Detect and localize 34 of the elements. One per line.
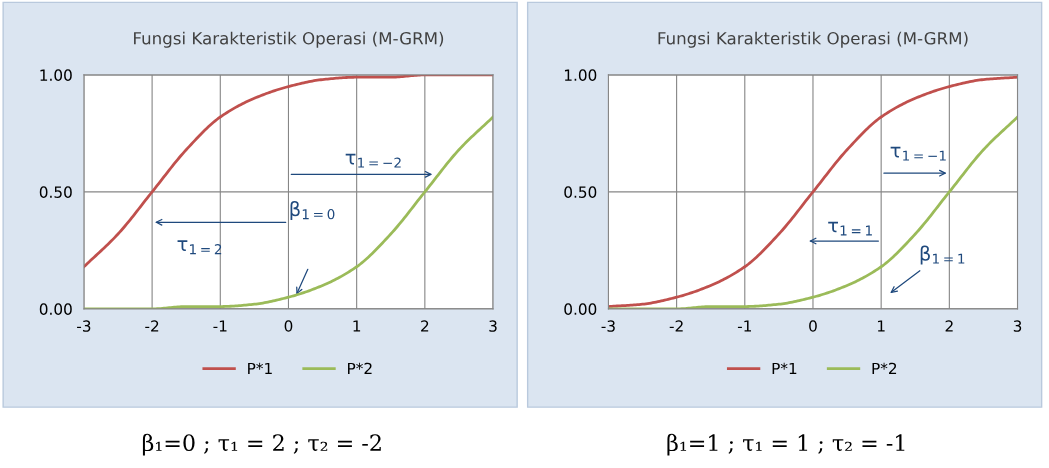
- x-tick-label: 1: [877, 320, 885, 332]
- text: β₁=1 ; τ₁ = 1 ; τ₂ = -1: [667, 433, 905, 456]
- annotation: τ$_{1=1}$: [828, 221, 872, 236]
- y-tick-label: 0.00: [39, 303, 72, 315]
- annotation: β$_{1=0}$: [290, 201, 335, 221]
- y-tick-label: 1.00: [40, 69, 72, 81]
- x-tick-label: -3: [601, 320, 615, 332]
- x-tick-label: 0: [809, 320, 817, 332]
- annotation: τ$_{1=2}$: [177, 240, 222, 255]
- x-tick-label: 3: [489, 320, 497, 332]
- x-tick-label: -2: [145, 320, 159, 332]
- x-tick-label: 3: [1013, 320, 1022, 332]
- y-tick-label: 0.00: [564, 303, 597, 315]
- annotation: β$_{1=1}$: [920, 245, 965, 265]
- annotation: τ$_{1=−1}$: [890, 146, 946, 161]
- legend-label: P*1: [248, 362, 272, 375]
- x-tick-label: 1: [353, 320, 361, 332]
- chart-title: Fungsi Karakteristik Operasi (M-GRM): [134, 31, 444, 48]
- legend-label: P*1: [772, 362, 797, 375]
- text: β₁=0 ; τ₁ = 2 ; τ₂ = -2: [142, 433, 381, 456]
- legend-label: P*2: [348, 362, 372, 375]
- legend-label: P*2: [872, 362, 897, 375]
- y-tick-label: 0.50: [564, 186, 597, 198]
- x-tick-label: 2: [945, 320, 953, 332]
- y-tick-label: 1.00: [564, 69, 597, 81]
- x-tick-label: -2: [669, 320, 683, 332]
- chart-title: Fungsi Karakteristik Operasi (M-GRM): [658, 31, 968, 48]
- x-tick-label: -1: [737, 320, 751, 332]
- y-tick-label: 0.50: [39, 186, 72, 198]
- x-tick-label: -3: [77, 320, 91, 332]
- x-tick-label: 0: [284, 320, 293, 332]
- x-tick-label: 2: [421, 320, 429, 332]
- annotation: τ$_{1=−2}$: [345, 153, 401, 168]
- x-tick-label: -1: [213, 320, 227, 332]
